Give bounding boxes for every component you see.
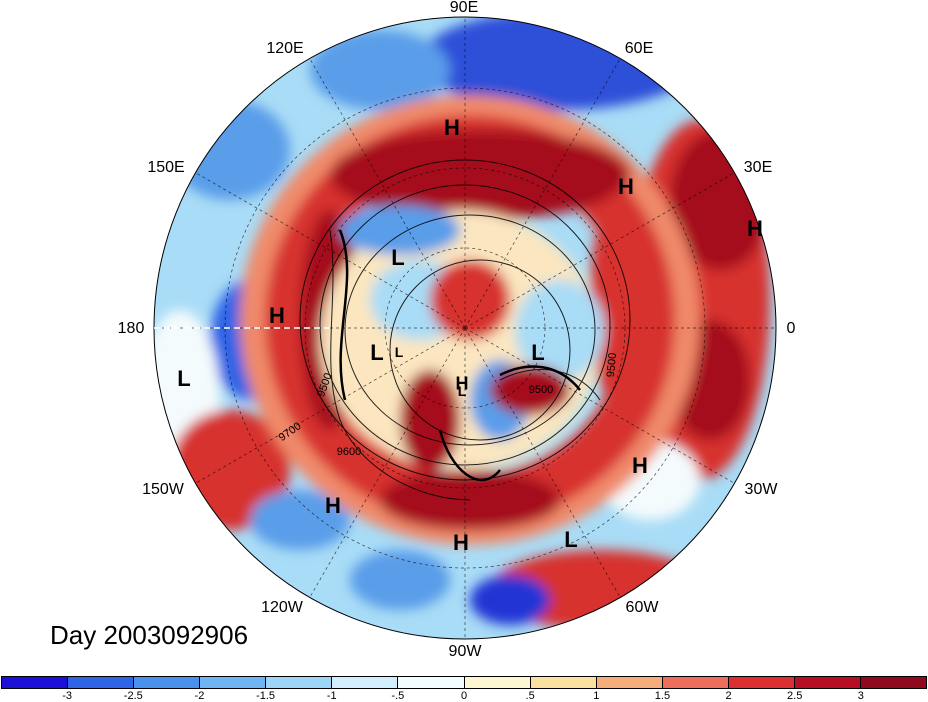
lon-label-30w: 30W	[744, 481, 778, 498]
low-center-marker: L	[457, 383, 467, 399]
lon-label-0: 0	[786, 320, 796, 337]
colorbar-tick-label: -2.5	[123, 690, 143, 702]
colorbar-tick-label: 0	[460, 690, 468, 702]
low-center-marker: L	[531, 340, 545, 365]
lon-label-120e: 120E	[266, 40, 304, 57]
colorbar-segment	[266, 677, 333, 688]
low-center-marker: L	[177, 366, 191, 391]
lon-label-120w: 120W	[261, 599, 303, 616]
lon-label-90w: 90W	[448, 643, 482, 660]
high-center-marker: H	[269, 303, 285, 328]
colorbar-segment	[794, 677, 862, 688]
low-center-marker: L	[564, 527, 578, 552]
colorbar-segment	[596, 677, 663, 688]
contour-label: 9500	[604, 352, 620, 378]
colorbar-tick-label: .5	[525, 690, 535, 702]
colorbar-tick-label: 3	[857, 690, 864, 702]
high-center-marker: H	[455, 373, 469, 394]
colorbar-segment	[728, 677, 795, 688]
colorbar-tick-label: -1.5	[256, 690, 276, 702]
high-center-marker: H	[453, 530, 469, 555]
colorbar-segment	[861, 677, 927, 688]
colorbar-segment	[134, 677, 201, 688]
colorbar-tick-label: 2.5	[787, 690, 803, 702]
low-center-marker: L	[394, 344, 404, 360]
lon-label-90e: 90E	[449, 0, 479, 16]
colorbar-segment	[68, 677, 135, 688]
colorbar-tick-label: 1	[593, 690, 600, 702]
colorbar-segment	[662, 677, 729, 688]
colorbar-segment	[398, 677, 465, 688]
colorbar	[1, 676, 927, 689]
colorbar-tick-label: -.5	[391, 690, 405, 702]
lon-label-30e: 30E	[743, 159, 773, 176]
lon-label-150w: 150W	[142, 481, 184, 498]
high-center-marker: H	[747, 216, 763, 241]
colorbar-tick-label: -1	[326, 690, 337, 702]
low-center-marker: L	[391, 245, 405, 270]
lon-label-150e: 150E	[147, 159, 185, 176]
colorbar-tick-label: 2	[725, 690, 732, 702]
low-center-marker: L	[370, 340, 384, 365]
lon-label-60w: 60W	[625, 599, 659, 616]
high-center-marker: H	[444, 115, 460, 140]
lon-label-60e: 60E	[624, 40, 654, 57]
colorbar-segment	[200, 677, 267, 688]
colorbar-segment	[332, 677, 399, 688]
contour-label: 9500	[528, 384, 554, 396]
colorbar-segment	[530, 677, 597, 688]
high-center-marker: H	[618, 174, 634, 199]
high-center-marker: H	[632, 453, 648, 478]
date-label: Day 2003092906	[50, 620, 249, 650]
colorbar-segment	[464, 677, 531, 688]
colorbar-tick-label: -3	[62, 690, 73, 702]
colorbar-tick-label: -2	[194, 690, 205, 702]
lon-label-180: 180	[117, 320, 145, 337]
colorbar-segment	[2, 677, 69, 688]
high-center-marker: H	[325, 493, 341, 518]
colorbar-tick-label: 1.5	[654, 690, 671, 702]
contour-label: 9600	[336, 446, 362, 458]
